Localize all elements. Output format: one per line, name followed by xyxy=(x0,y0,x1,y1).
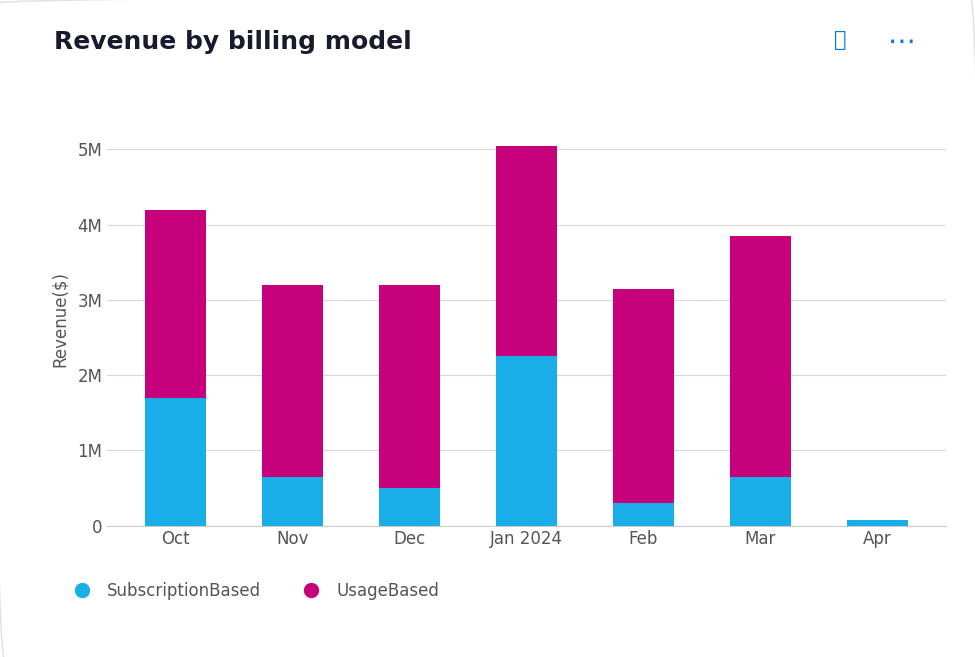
Bar xyxy=(847,520,908,526)
Bar xyxy=(613,288,674,503)
Bar xyxy=(613,503,674,526)
Bar xyxy=(145,397,206,526)
Bar xyxy=(730,236,791,477)
Bar xyxy=(730,477,791,526)
Text: ⓘ: ⓘ xyxy=(835,30,846,49)
Y-axis label: Revenue($): Revenue($) xyxy=(51,271,69,367)
Text: ⋯: ⋯ xyxy=(888,28,916,56)
Text: Revenue by billing model: Revenue by billing model xyxy=(54,30,411,54)
Legend: SubscriptionBased, UsageBased: SubscriptionBased, UsageBased xyxy=(65,582,439,600)
Bar xyxy=(262,477,323,526)
Bar xyxy=(496,356,557,526)
Bar xyxy=(262,284,323,477)
Bar xyxy=(379,284,440,488)
Bar xyxy=(145,210,206,397)
Bar xyxy=(496,146,557,356)
Bar xyxy=(379,488,440,526)
